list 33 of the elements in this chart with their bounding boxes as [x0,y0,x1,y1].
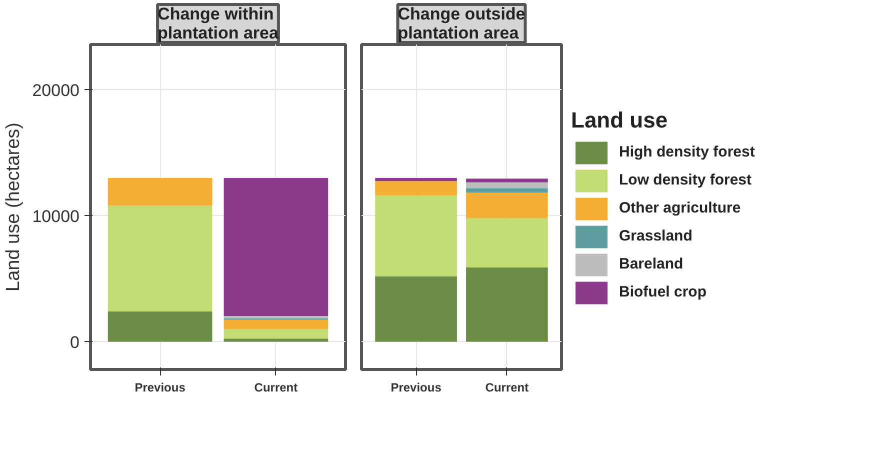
bar [224,316,328,318]
y-axis-title: Land use (hectares) [3,122,24,292]
bar [108,206,212,312]
bar [108,312,212,342]
x-tick-label: Current [254,380,298,394]
x-tick-label: Current [485,380,529,394]
legend-label: Bareland [619,256,684,272]
bar [375,178,457,182]
bar [466,188,548,193]
bar [224,320,328,330]
y-tick-label: 0 [70,332,80,352]
legend-label: Grassland [619,228,692,244]
y-tick-label: 10000 [32,206,80,226]
bar [108,178,212,206]
y-tick-label: 20000 [32,80,80,100]
x-tick-label: Previous [390,380,442,394]
bar [224,338,328,342]
legend-label: High density forest [619,144,755,160]
bar [375,181,457,196]
bar [466,192,548,218]
legend-label: Other agriculture [619,200,741,216]
legend-label: Biofuel crop [619,284,707,300]
legend-title: Land use [571,107,669,133]
bar [375,196,457,276]
bar [466,182,548,188]
bar [375,276,457,342]
bar [224,178,328,316]
x-tick-label: Previous [134,380,186,394]
legend-label: Low density forest [619,172,752,188]
bar [466,267,548,342]
bar [466,218,548,268]
bar [466,178,548,182]
bar [224,329,328,339]
